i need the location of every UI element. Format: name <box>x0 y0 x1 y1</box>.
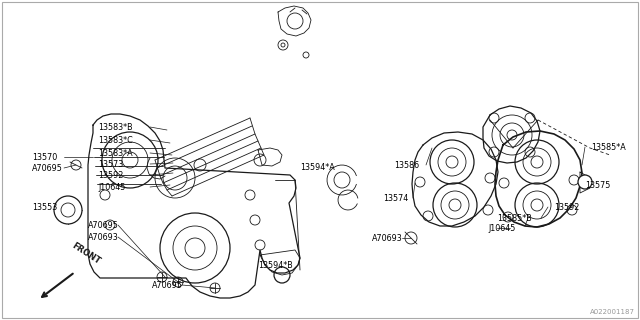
Text: FRONT: FRONT <box>70 241 102 266</box>
Text: 13592: 13592 <box>98 171 124 180</box>
Text: A70693: A70693 <box>372 234 403 243</box>
Text: A70695: A70695 <box>32 164 63 172</box>
Text: 13585*A: 13585*A <box>591 142 626 151</box>
Circle shape <box>578 175 592 189</box>
Text: 13574: 13574 <box>383 194 408 203</box>
Text: A70695: A70695 <box>88 220 119 229</box>
Text: J10645: J10645 <box>98 182 125 191</box>
Text: 13573: 13573 <box>98 159 124 169</box>
Circle shape <box>54 196 82 224</box>
Text: 13583*A: 13583*A <box>98 148 132 157</box>
Text: 13570: 13570 <box>32 153 57 162</box>
Text: 13583*B: 13583*B <box>98 123 132 132</box>
Text: 13575: 13575 <box>585 180 611 189</box>
Text: 13585*B: 13585*B <box>497 213 532 222</box>
Text: A022001187: A022001187 <box>590 309 635 315</box>
Text: A70695: A70695 <box>152 281 183 290</box>
Text: 13592: 13592 <box>554 203 579 212</box>
Text: 13594*A: 13594*A <box>300 163 335 172</box>
Text: 13594*B: 13594*B <box>258 260 292 269</box>
Circle shape <box>303 52 309 58</box>
Text: J10645: J10645 <box>488 223 515 233</box>
Text: 13553: 13553 <box>32 203 57 212</box>
Text: 13586: 13586 <box>394 161 419 170</box>
Text: A70693: A70693 <box>88 233 119 242</box>
Text: 13583*C: 13583*C <box>98 135 132 145</box>
